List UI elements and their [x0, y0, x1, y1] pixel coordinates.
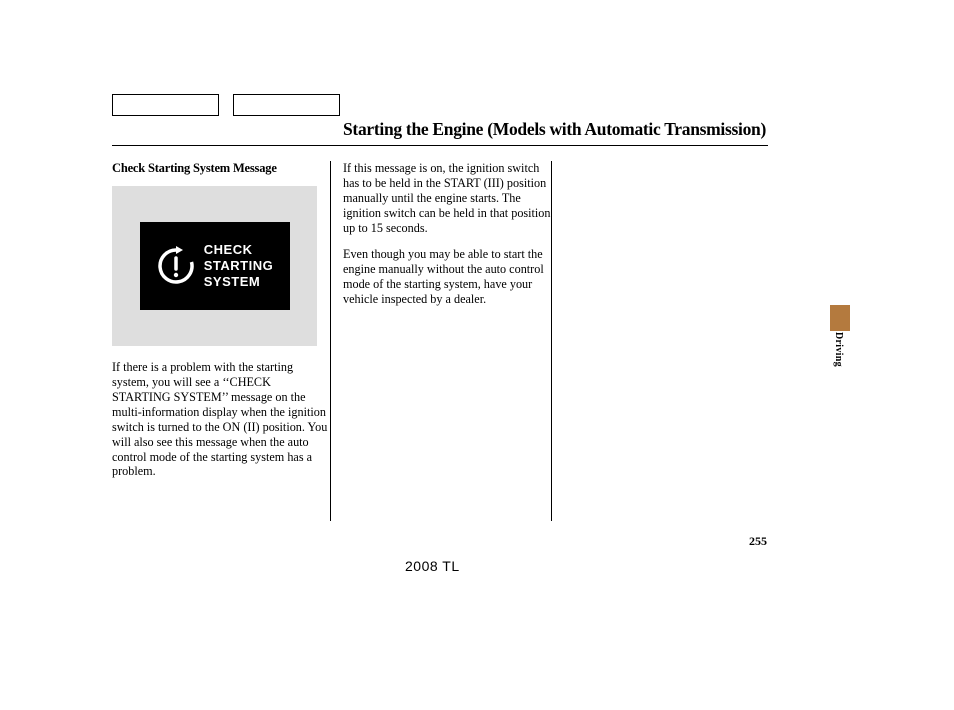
col1-para1: If there is a problem with the starting … — [112, 360, 330, 479]
warning-text: CHECK STARTING SYSTEM — [204, 242, 273, 291]
content-columns: Check Starting System Message CHECK STAR… — [112, 161, 762, 521]
title-rule — [112, 145, 768, 146]
section-subhead: Check Starting System Message — [112, 161, 330, 176]
section-tab-label: Driving — [833, 332, 844, 367]
multi-info-display: CHECK STARTING SYSTEM — [112, 186, 317, 346]
warning-line-3: SYSTEM — [204, 274, 273, 290]
section-tab — [830, 305, 850, 331]
warning-panel: CHECK STARTING SYSTEM — [140, 222, 290, 310]
page-number: 255 — [749, 534, 767, 549]
column-3 — [552, 161, 762, 521]
col2-para1: If this message is on, the ignition swit… — [343, 161, 551, 235]
warning-arrow-icon — [156, 246, 196, 286]
top-box-row — [112, 94, 340, 116]
nav-box-prev[interactable] — [112, 94, 219, 116]
warning-line-2: STARTING — [204, 258, 273, 274]
col2-para2: Even though you may be able to start the… — [343, 247, 551, 307]
warning-line-1: CHECK — [204, 242, 273, 258]
page-title: Starting the Engine (Models with Automat… — [343, 119, 766, 140]
column-1: Check Starting System Message CHECK STAR… — [112, 161, 330, 521]
footer-model: 2008 TL — [405, 558, 460, 574]
nav-box-next[interactable] — [233, 94, 340, 116]
column-2: If this message is on, the ignition swit… — [331, 161, 551, 521]
